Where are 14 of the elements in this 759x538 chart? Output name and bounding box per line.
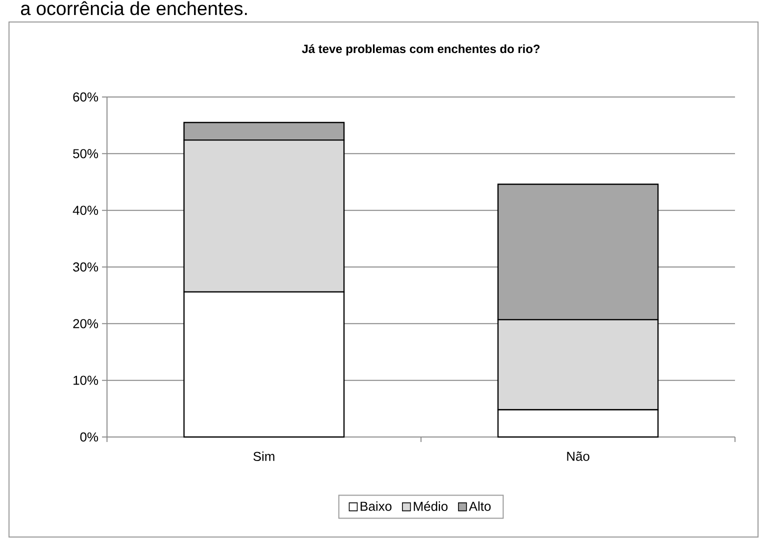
y-tick-label: 10% — [74, 376, 98, 385]
y-tick-label: 50% — [73, 149, 98, 158]
legend-label: Baixo — [360, 501, 392, 511]
legend-label: Médio — [414, 501, 448, 511]
legend-label: Alto — [468, 501, 491, 511]
y-tick-label: 0% — [80, 432, 98, 442]
y-tick-label: 30% — [73, 262, 98, 272]
y-tick-label: 60% — [73, 92, 98, 102]
chart-title: Já teve problemas com enchentes do rio? — [302, 44, 540, 56]
x-tick-label: Sim — [253, 452, 274, 462]
text: a ocorrência de enchentes. — [21, 1, 247, 16]
x-tick-label: Não — [567, 451, 590, 461]
y-tick-label: 20% — [73, 319, 98, 328]
y-tick-label: 40% — [72, 206, 98, 215]
